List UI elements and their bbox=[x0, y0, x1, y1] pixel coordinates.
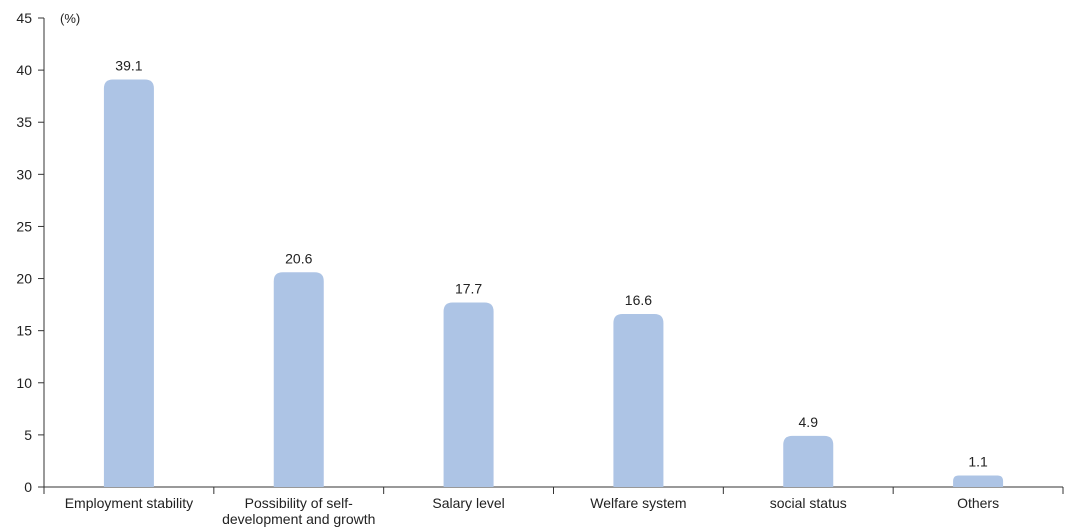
y-tick-label: 20 bbox=[16, 271, 32, 287]
x-category-label-line: Employment stability bbox=[65, 495, 193, 511]
x-category-label: Possibility of self-development and grow… bbox=[222, 495, 375, 527]
x-category-label: Salary level bbox=[432, 495, 504, 511]
y-tick-label: 45 bbox=[16, 10, 32, 26]
y-axis-ticks: 0 5 10 15 20 25 30 35 40 45 bbox=[16, 10, 44, 495]
x-category-label: Welfare system bbox=[590, 495, 686, 511]
x-category-label: Others bbox=[957, 495, 999, 511]
x-category-label-line: Welfare system bbox=[590, 495, 686, 511]
bar-value-label: 17.7 bbox=[455, 281, 482, 297]
category-labels-group: Employment stability Possibility of self-… bbox=[65, 495, 999, 527]
x-category-label-line: Possibility of self- bbox=[245, 495, 353, 511]
y-tick-label: 25 bbox=[16, 218, 32, 234]
x-category-label-line: development and growth bbox=[222, 511, 375, 527]
bar bbox=[273, 272, 324, 487]
bar bbox=[783, 435, 834, 487]
y-tick-label: 15 bbox=[16, 323, 32, 339]
bar-value-label: 20.6 bbox=[285, 250, 312, 266]
bar-value-label: 16.6 bbox=[625, 292, 652, 308]
x-category-label-line: Others bbox=[957, 495, 999, 511]
value-labels-group: 39.1 20.6 17.7 16.6 4.9 1.1 bbox=[115, 57, 988, 469]
x-category-label-line: social status bbox=[770, 495, 847, 511]
x-category-label: social status bbox=[770, 495, 847, 511]
x-axis-ticks bbox=[43, 487, 1064, 494]
bar bbox=[613, 313, 664, 487]
x-category-label-line: Salary level bbox=[432, 495, 504, 511]
y-tick-label: 35 bbox=[16, 114, 32, 130]
bar bbox=[103, 79, 154, 487]
y-tick-label: 40 bbox=[16, 62, 32, 78]
y-tick-label: 10 bbox=[16, 375, 32, 391]
x-category-label: Employment stability bbox=[65, 495, 193, 511]
y-tick-label: 30 bbox=[16, 166, 32, 182]
bar bbox=[443, 302, 494, 487]
bar-value-label: 1.1 bbox=[968, 454, 988, 470]
y-tick-label: 0 bbox=[24, 479, 32, 495]
y-tick-label: 5 bbox=[24, 427, 32, 443]
bar bbox=[953, 475, 1004, 487]
bar-value-label: 39.1 bbox=[115, 57, 142, 73]
y-axis-unit-label: (%) bbox=[60, 11, 80, 26]
bars-group bbox=[103, 79, 1004, 487]
bar-value-label: 4.9 bbox=[799, 414, 819, 430]
